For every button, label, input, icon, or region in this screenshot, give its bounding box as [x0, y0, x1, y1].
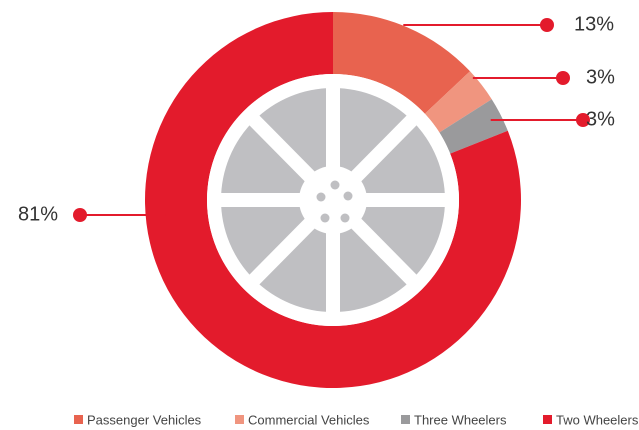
legend-swatch	[543, 415, 552, 424]
value-label: 81%	[18, 203, 58, 225]
callout-dot	[73, 208, 87, 222]
legend-label: Passenger Vehicles	[87, 412, 202, 427]
value-label: 13%	[574, 13, 614, 35]
legend-label: Three Wheelers	[414, 412, 507, 427]
legend-swatch	[401, 415, 410, 424]
donut-slice	[424, 71, 492, 133]
callout-dot	[576, 113, 590, 127]
wheel-icon	[207, 74, 459, 326]
donut-slice	[439, 99, 508, 154]
legend-label: Two Wheelers	[556, 412, 639, 427]
value-label: 3%	[586, 108, 615, 130]
callout-dot	[540, 18, 554, 32]
donut-slice	[333, 12, 471, 114]
callout-dot	[556, 71, 570, 85]
legend-label: Commercial Vehicles	[248, 412, 370, 427]
value-label: 3%	[586, 66, 615, 88]
legend-swatch	[74, 415, 83, 424]
legend-swatch	[235, 415, 244, 424]
legend: Passenger Vehicles Commercial Vehicles Thr…	[74, 412, 639, 427]
rim	[144, 12, 521, 389]
callouts: 13% 3% 3% 81%	[18, 13, 615, 225]
donut-slice	[144, 12, 521, 389]
